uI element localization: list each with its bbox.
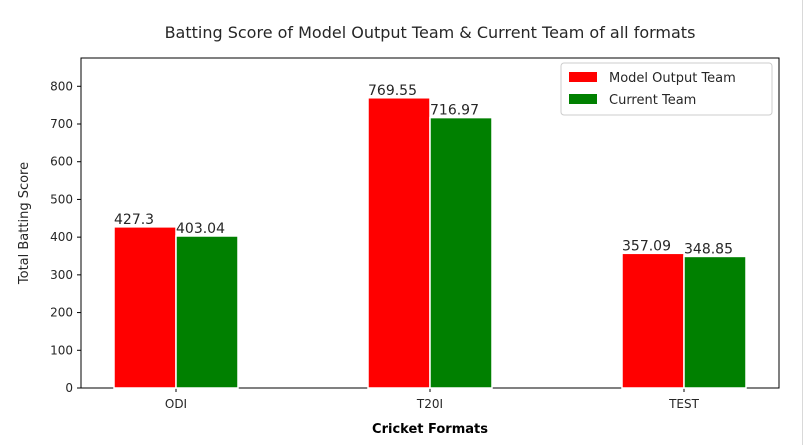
bar-value-label: 357.09 [622,238,671,254]
bar-current-test [683,255,747,389]
bar-current-t20i [429,116,493,389]
bar-value-label: 716.97 [430,103,479,119]
x-tick-label: TEST [668,397,700,411]
x-axis: ODI T20I TEST [165,388,700,411]
bar-value-label: 403.04 [176,221,225,237]
y-tick-label: 300 [50,268,73,282]
legend-entry: Current Team [609,93,696,108]
chart-title: Batting Score of Model Output Team & Cur… [165,23,696,42]
bar-value-label: 348.85 [684,241,733,257]
y-tick-label: 100 [50,343,73,357]
bars-layer [113,97,747,389]
bar-model-output-odi [113,226,177,389]
y-tick-label: 800 [50,79,73,93]
y-tick-label: 500 [50,192,73,206]
bar-value-label: 769.55 [368,83,417,99]
y-tick-label: 700 [50,117,73,131]
y-tick-label: 0 [65,381,73,395]
data-labels-layer: 427.3 403.04 769.55 716.97 357.09 348.85 [114,83,733,258]
x-tick-label: T20I [416,397,443,411]
bar-model-output-test [621,252,685,389]
y-axis: 0 100 200 300 400 500 600 700 800 [50,79,81,395]
legend-entry: Model Output Team [609,71,736,86]
y-tick-label: 600 [50,155,73,169]
bar-current-odi [175,235,239,389]
bar-value-label: 427.3 [114,212,154,228]
x-axis-label: Cricket Formats [372,422,488,437]
bar-model-output-t20i [367,97,431,389]
y-axis-label: Total Batting Score [17,162,32,285]
y-tick-label: 400 [50,230,73,244]
legend-swatch [569,72,597,82]
legend-swatch [569,94,597,104]
x-tick-label: ODI [165,397,187,411]
legend-box [560,62,773,116]
y-tick-label: 200 [50,306,73,320]
legend: Model Output Team Current Team [560,62,773,116]
